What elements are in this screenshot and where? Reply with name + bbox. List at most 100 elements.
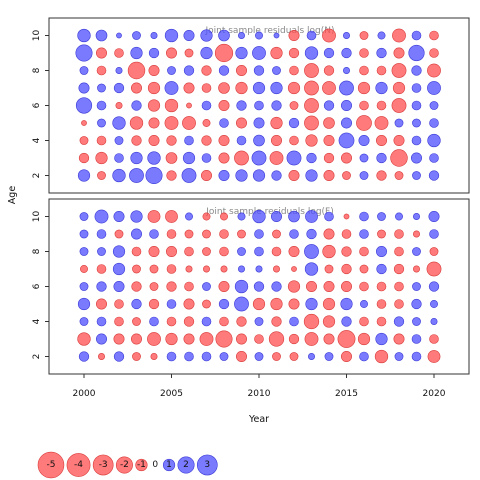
x-tick-label: 2000 bbox=[73, 389, 96, 399]
panel-title: Joint sample residuals log(F) bbox=[205, 207, 333, 217]
bubble bbox=[411, 83, 422, 93]
bubble bbox=[323, 117, 335, 129]
bubble bbox=[412, 282, 421, 291]
bubble bbox=[393, 316, 405, 327]
bubble bbox=[428, 211, 440, 222]
bubble bbox=[147, 332, 161, 346]
bubble bbox=[147, 210, 161, 223]
bubble bbox=[305, 297, 318, 311]
bubble bbox=[341, 263, 352, 275]
bubble bbox=[149, 264, 159, 274]
bubble bbox=[392, 81, 406, 95]
bubble bbox=[359, 351, 369, 362]
bubble bbox=[427, 81, 441, 95]
bubble bbox=[149, 282, 159, 291]
bubble bbox=[376, 47, 387, 59]
bubble bbox=[237, 229, 246, 239]
bubble bbox=[254, 246, 264, 257]
bubble bbox=[342, 171, 351, 180]
legend-bubble bbox=[177, 456, 195, 474]
bubble bbox=[341, 47, 352, 59]
bubble bbox=[79, 212, 89, 221]
bubble bbox=[306, 30, 317, 41]
bubble bbox=[411, 298, 422, 310]
bubble bbox=[393, 333, 405, 345]
bubble bbox=[393, 263, 405, 275]
bubble bbox=[183, 30, 195, 41]
bubble bbox=[181, 168, 197, 183]
bubble bbox=[429, 118, 439, 128]
x-tick-label: 2005 bbox=[160, 389, 183, 399]
bubble bbox=[96, 47, 107, 59]
bubble bbox=[185, 212, 193, 221]
bubbles bbox=[75, 28, 441, 185]
bubble bbox=[377, 229, 386, 239]
legend-label: -1 bbox=[137, 460, 146, 470]
legend-label: -3 bbox=[99, 460, 108, 470]
bubble bbox=[304, 98, 319, 113]
bubble bbox=[77, 28, 91, 43]
bubble bbox=[147, 81, 161, 95]
bubble bbox=[374, 349, 389, 364]
bubble bbox=[287, 81, 301, 95]
x-axis-title: Year bbox=[248, 414, 269, 425]
bubble bbox=[251, 150, 267, 166]
x-tick-label: 2020 bbox=[423, 389, 446, 399]
bubble bbox=[166, 229, 177, 239]
bubble bbox=[304, 332, 319, 346]
bubble bbox=[95, 151, 108, 165]
y-tick-label: 10 bbox=[32, 211, 42, 223]
bubble bbox=[289, 316, 299, 327]
bubble bbox=[214, 43, 234, 63]
bubble bbox=[341, 152, 352, 164]
bubble bbox=[129, 116, 144, 130]
bubble bbox=[96, 298, 107, 310]
bubble bbox=[114, 153, 124, 163]
bubble bbox=[218, 281, 230, 292]
bubble bbox=[253, 134, 265, 147]
bubble bbox=[218, 170, 230, 181]
bubble bbox=[291, 266, 297, 272]
bubble bbox=[358, 135, 370, 146]
bubble bbox=[185, 265, 193, 273]
bubble bbox=[304, 46, 319, 60]
bubble bbox=[234, 279, 249, 294]
bubble bbox=[75, 97, 93, 114]
bubble bbox=[236, 333, 247, 345]
bubble bbox=[166, 299, 177, 309]
bubble bbox=[164, 28, 179, 43]
bubble bbox=[412, 171, 421, 180]
bubble bbox=[393, 47, 405, 59]
bubble bbox=[184, 246, 194, 257]
bubble bbox=[272, 229, 281, 239]
panel-1: Joint sample residuals log(N) 2 4 6 8 10 bbox=[32, 17, 470, 194]
y-tick-label: 2 bbox=[32, 173, 42, 179]
bubble bbox=[322, 297, 336, 311]
bubble bbox=[75, 44, 93, 62]
bubble bbox=[131, 333, 142, 345]
bubble bbox=[236, 65, 247, 76]
bubble bbox=[147, 99, 161, 112]
bubble bbox=[200, 29, 213, 42]
legend-label: 3 bbox=[204, 460, 210, 470]
bubble bbox=[77, 332, 91, 346]
bubble bbox=[252, 297, 266, 311]
bubble bbox=[357, 81, 371, 95]
bubble bbox=[235, 81, 248, 95]
bubble bbox=[360, 300, 368, 308]
bubble bbox=[166, 135, 177, 146]
bubble bbox=[114, 229, 124, 239]
bubble bbox=[98, 353, 105, 360]
bubble bbox=[184, 281, 194, 292]
bubble bbox=[203, 265, 210, 273]
bubble bbox=[252, 81, 266, 95]
bubble bbox=[269, 151, 284, 165]
bubble bbox=[305, 169, 318, 182]
bubble bbox=[218, 65, 230, 76]
bubble bbox=[112, 168, 126, 183]
bubble bbox=[253, 65, 265, 76]
bubble bbox=[252, 169, 266, 182]
bubble bbox=[271, 316, 282, 327]
bubble bbox=[359, 264, 369, 274]
bubble bbox=[218, 298, 230, 310]
